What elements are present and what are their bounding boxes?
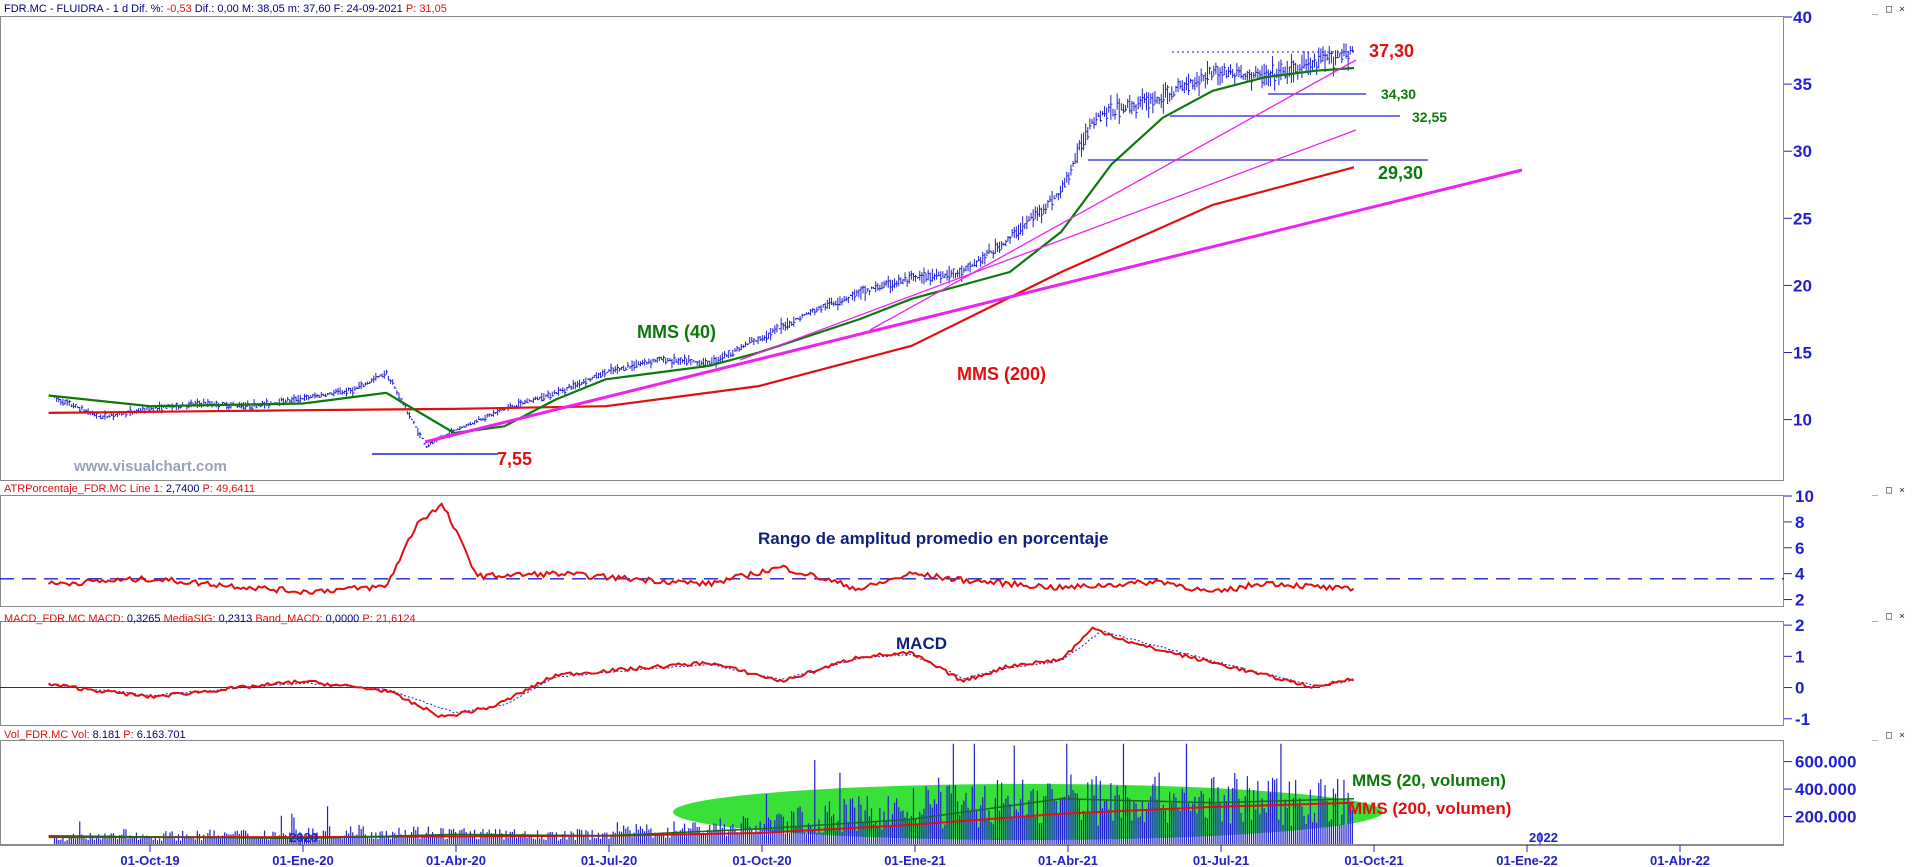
y-tick-label: 2 <box>1795 616 1804 635</box>
atr-panel-header: ATRPorcentaje_FDR.MC Line 1: 2,7400 P: 4… <box>4 483 255 495</box>
macd-line <box>48 626 1354 719</box>
mms40-line <box>48 66 1355 435</box>
chart-marks: 10 15 20 25 30 35 40 2 4 6 8 10 -1 0 1 2 200.000 400.000 6… <box>0 8 1856 867</box>
year-tick-label: 2022 <box>1529 830 1558 845</box>
trend-line-medium <box>739 129 1357 361</box>
maximize-icon[interactable]: □ <box>1886 611 1892 622</box>
close-icon[interactable]: × <box>1899 4 1905 15</box>
y-tick-label: 25 <box>1793 209 1812 228</box>
year-tick-label: 2020 <box>289 830 318 845</box>
y-tick-label: 8 <box>1795 513 1804 532</box>
macd-title: MACD <box>896 634 947 653</box>
x-tick-label: 01-Jul-20 <box>581 853 637 867</box>
y-tick-label: 10 <box>1795 487 1814 506</box>
y-tick-label: 30 <box>1793 142 1812 161</box>
x-tick-label: 01-Abr-22 <box>1650 853 1710 867</box>
x-tick-label: 01-Oct-20 <box>732 853 791 867</box>
maximize-icon[interactable]: □ <box>1886 730 1892 741</box>
close-icon[interactable]: × <box>1899 485 1905 496</box>
minimize-icon[interactable]: _ <box>1872 730 1879 741</box>
y-tick-label: 600.000 <box>1795 753 1856 772</box>
watermark: www.visualchart.com <box>73 458 227 475</box>
mms40-label: MMS (40) <box>637 322 716 342</box>
minimize-icon[interactable]: _ <box>1872 4 1879 15</box>
price-panel-header: FDR.MC - FLUIDRA - 1 d Dif. %: -0,53 Dif… <box>4 3 447 15</box>
vol-window-buttons[interactable]: _ □ × <box>1872 730 1905 741</box>
y-tick-label: 1 <box>1795 647 1804 666</box>
x-tick-label: 01-Ene-21 <box>884 853 945 867</box>
y-tick-label: 6 <box>1795 539 1804 558</box>
price-window-buttons[interactable]: _ □ × <box>1872 4 1905 15</box>
mms200-line <box>48 166 1355 414</box>
y-tick-label: 15 <box>1793 344 1812 363</box>
annotation-label: 29,30 <box>1378 163 1423 183</box>
trend-line-short <box>869 59 1357 331</box>
x-tick-label: 01-Abr-21 <box>1038 853 1098 867</box>
y-tick-label: 2 <box>1795 591 1804 610</box>
vol-mms20-label: MMS (20, volumen) <box>1352 771 1506 790</box>
trend-line-long <box>424 168 1523 444</box>
maximize-icon[interactable]: □ <box>1886 485 1892 496</box>
y-tick-label: 35 <box>1793 75 1812 94</box>
vol-mms200-label: MMS (200, volumen) <box>1348 799 1511 818</box>
atr-title: Rango de amplitud promedio en porcentaje <box>758 529 1108 548</box>
y-tick-label: -1 <box>1795 710 1810 729</box>
x-tick-label: 01-Oct-21 <box>1344 853 1403 867</box>
annotation-label: 37,30 <box>1369 41 1414 61</box>
atr-panel-frame <box>0 495 1784 607</box>
y-tick-label: 400.000 <box>1795 780 1856 799</box>
vol-panel-frame <box>0 740 1784 845</box>
y-tick-label: 40 <box>1793 8 1812 27</box>
macd-window-buttons[interactable]: _ □ × <box>1872 611 1905 622</box>
x-tick-label: 01-Oct-19 <box>120 853 179 867</box>
y-tick-label: 10 <box>1793 411 1812 430</box>
vol-mms20-line <box>48 797 1355 840</box>
annotation-label: 34,30 <box>1381 86 1416 102</box>
x-tick-label: 01-Abr-20 <box>426 853 486 867</box>
annotation-label: 7,55 <box>497 449 532 469</box>
annotation-label: 32,55 <box>1412 109 1447 125</box>
minimize-icon[interactable]: _ <box>1872 485 1879 496</box>
atr-window-buttons[interactable]: _ □ × <box>1872 485 1905 496</box>
maximize-icon[interactable]: □ <box>1886 4 1892 15</box>
minimize-icon[interactable]: _ <box>1872 611 1879 622</box>
mms200-label: MMS (200) <box>957 364 1046 384</box>
price-panel-frame <box>0 16 1784 481</box>
close-icon[interactable]: × <box>1899 730 1905 741</box>
vol-panel-header: Vol_FDR.MC Vol: 8.181 P: 6.163.701 <box>4 729 186 741</box>
y-tick-label: 200.000 <box>1795 808 1856 827</box>
macd-panel-header: MACD_FDR.MC MACD: 0,3265 MediaSIG: 0,231… <box>4 613 416 625</box>
atr-line <box>47 502 1355 596</box>
x-tick-label: 01-Ene-20 <box>272 853 333 867</box>
x-tick-label: 01-Ene-22 <box>1496 853 1557 867</box>
y-tick-label: 0 <box>1795 679 1804 698</box>
y-tick-label: 4 <box>1795 565 1805 584</box>
y-tick-label: 20 <box>1793 276 1812 295</box>
close-icon[interactable]: × <box>1899 611 1905 622</box>
annotation-layer: www.visualchart.com 37,30 34,30 32,55 29… <box>73 41 1523 818</box>
macd-panel-frame <box>0 621 1784 726</box>
x-tick-label: 01-Jul-21 <box>1193 853 1249 867</box>
